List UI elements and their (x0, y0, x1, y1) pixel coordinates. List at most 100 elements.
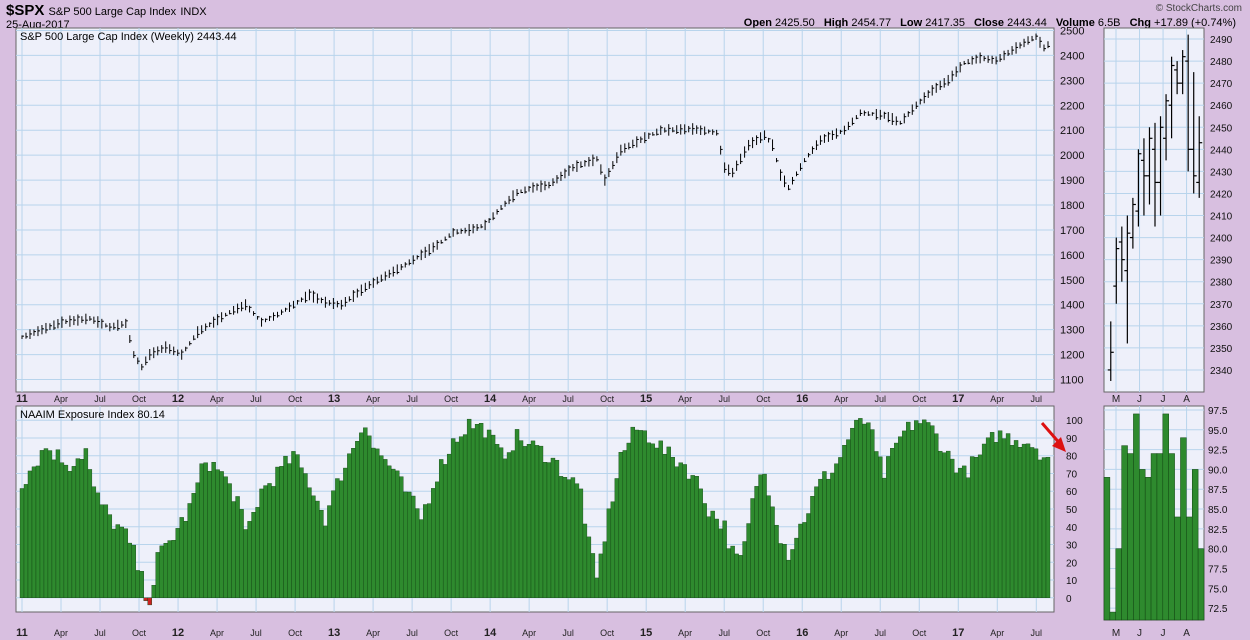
x-tick-label: 17 (952, 627, 964, 639)
x-tick-label: Apr (54, 628, 68, 638)
naaim-bar (949, 458, 955, 598)
naaim-bar (542, 462, 548, 598)
naaim-bar (43, 448, 49, 598)
x-tick-label: J (1161, 394, 1166, 405)
naaim-bar (359, 432, 364, 598)
x-tick-label: Apr (54, 394, 68, 404)
naaim-bar (534, 445, 540, 598)
x-tick-label: 11 (16, 393, 28, 405)
naaim-bar (622, 450, 628, 598)
y-tick-label: 2430 (1210, 167, 1233, 178)
naaim-bar (139, 571, 144, 598)
plot-area-1 (15, 27, 1055, 393)
naaim-bar (295, 454, 300, 598)
naaim-bar (55, 449, 61, 598)
naaim-bar (203, 462, 208, 598)
zoom-naaim-bar (1197, 548, 1205, 621)
naaim-bar (427, 503, 432, 598)
naaim-bar (666, 446, 671, 598)
naaim-bar (810, 496, 815, 598)
naaim-bar (438, 459, 444, 598)
x-tick-label: Jul (562, 394, 574, 404)
naaim-bar (227, 483, 232, 598)
zoom-naaim-bar (1186, 516, 1193, 621)
zoom-naaim-bar (1162, 413, 1169, 621)
naaim-bar (207, 471, 212, 598)
naaim-bar (462, 434, 468, 598)
y-tick-label: 1800 (1060, 200, 1084, 212)
naaim-bar (997, 430, 1003, 598)
naaim-bar (730, 545, 735, 598)
naaim-bar (934, 433, 939, 598)
y-tick-label: 1700 (1060, 225, 1084, 237)
naaim-bar (742, 541, 747, 598)
zoom-naaim-bar (1139, 469, 1146, 621)
naaim-bar (263, 485, 268, 598)
naaim-bar (323, 525, 328, 598)
y-tick-label: 90 (1066, 434, 1078, 445)
symbol-ticker: $SPX (6, 2, 45, 19)
naaim-bar (1029, 447, 1035, 598)
naaim-bar (854, 419, 859, 598)
naaim-bar (562, 477, 568, 598)
naaim-bar (938, 450, 943, 598)
y-tick-label: 2500 (1060, 25, 1084, 37)
naaim-bar (498, 447, 504, 598)
x-tick-label: 11 (16, 627, 28, 639)
zoom-naaim-bar (1121, 445, 1128, 621)
y-tick-label: 2390 (1210, 256, 1233, 267)
naaim-bar (718, 528, 723, 598)
naaim-bar (67, 471, 73, 598)
naaim-bar (526, 444, 532, 598)
naaim-bar (151, 585, 156, 598)
x-tick-label: Jul (94, 628, 106, 638)
zoom-naaim-bar (1103, 477, 1111, 621)
naaim-bar (754, 486, 759, 598)
naaim-bar (522, 446, 528, 598)
naaim-bar (826, 478, 831, 598)
naaim-bar (367, 435, 372, 598)
zoom-naaim-bar (1144, 477, 1152, 621)
naaim-bar (726, 548, 731, 598)
y-tick-label: 1100 (1060, 375, 1084, 387)
open-label: Open (743, 17, 772, 29)
naaim-bar (247, 521, 252, 598)
naaim-bar (446, 453, 452, 598)
naaim-bar (830, 472, 835, 598)
chg-label: Chg (1129, 17, 1151, 29)
x-tick-label: Oct (444, 628, 459, 638)
naaim-bar (283, 455, 288, 598)
zoom-naaim-bar (1174, 516, 1181, 621)
naaim-bar (347, 453, 352, 598)
naaim-bar (143, 597, 148, 601)
y-tick-label: 2300 (1060, 75, 1084, 87)
naaim-bar (363, 427, 368, 598)
naaim-bar (187, 503, 192, 598)
naaim-bar (195, 482, 200, 598)
naaim-bar (119, 526, 125, 598)
naaim-panel-title: NAAIM Exposure Index 80.14 (20, 409, 165, 421)
naaim-bar (806, 513, 811, 598)
naaim-bar (454, 441, 460, 598)
x-tick-label: Apr (210, 394, 224, 404)
naaim-bar (626, 442, 632, 598)
naaim-bar (822, 471, 827, 598)
naaim-bar (953, 472, 959, 598)
naaim-bar (850, 427, 855, 598)
naaim-bar (95, 492, 101, 598)
x-tick-label: Jul (718, 394, 730, 404)
x-tick-label: Apr (990, 394, 1004, 404)
naaim-bar (91, 486, 97, 598)
naaim-bar (578, 488, 584, 598)
y-tick-label: 1600 (1060, 250, 1084, 262)
x-tick-label: Oct (912, 628, 927, 638)
y-tick-label: 2400 (1210, 234, 1233, 245)
zoom-naaim-bar (1133, 413, 1140, 621)
spx-panel-title: S&P 500 Large Cap Index (Weekly) 2443.44 (20, 31, 237, 43)
naaim-bar (698, 488, 703, 598)
x-tick-label: M (1112, 628, 1120, 639)
naaim-bar (794, 537, 799, 598)
naaim-bar (1001, 438, 1007, 598)
naaim-bar (550, 457, 556, 598)
y-tick-label: 100 (1066, 416, 1083, 427)
